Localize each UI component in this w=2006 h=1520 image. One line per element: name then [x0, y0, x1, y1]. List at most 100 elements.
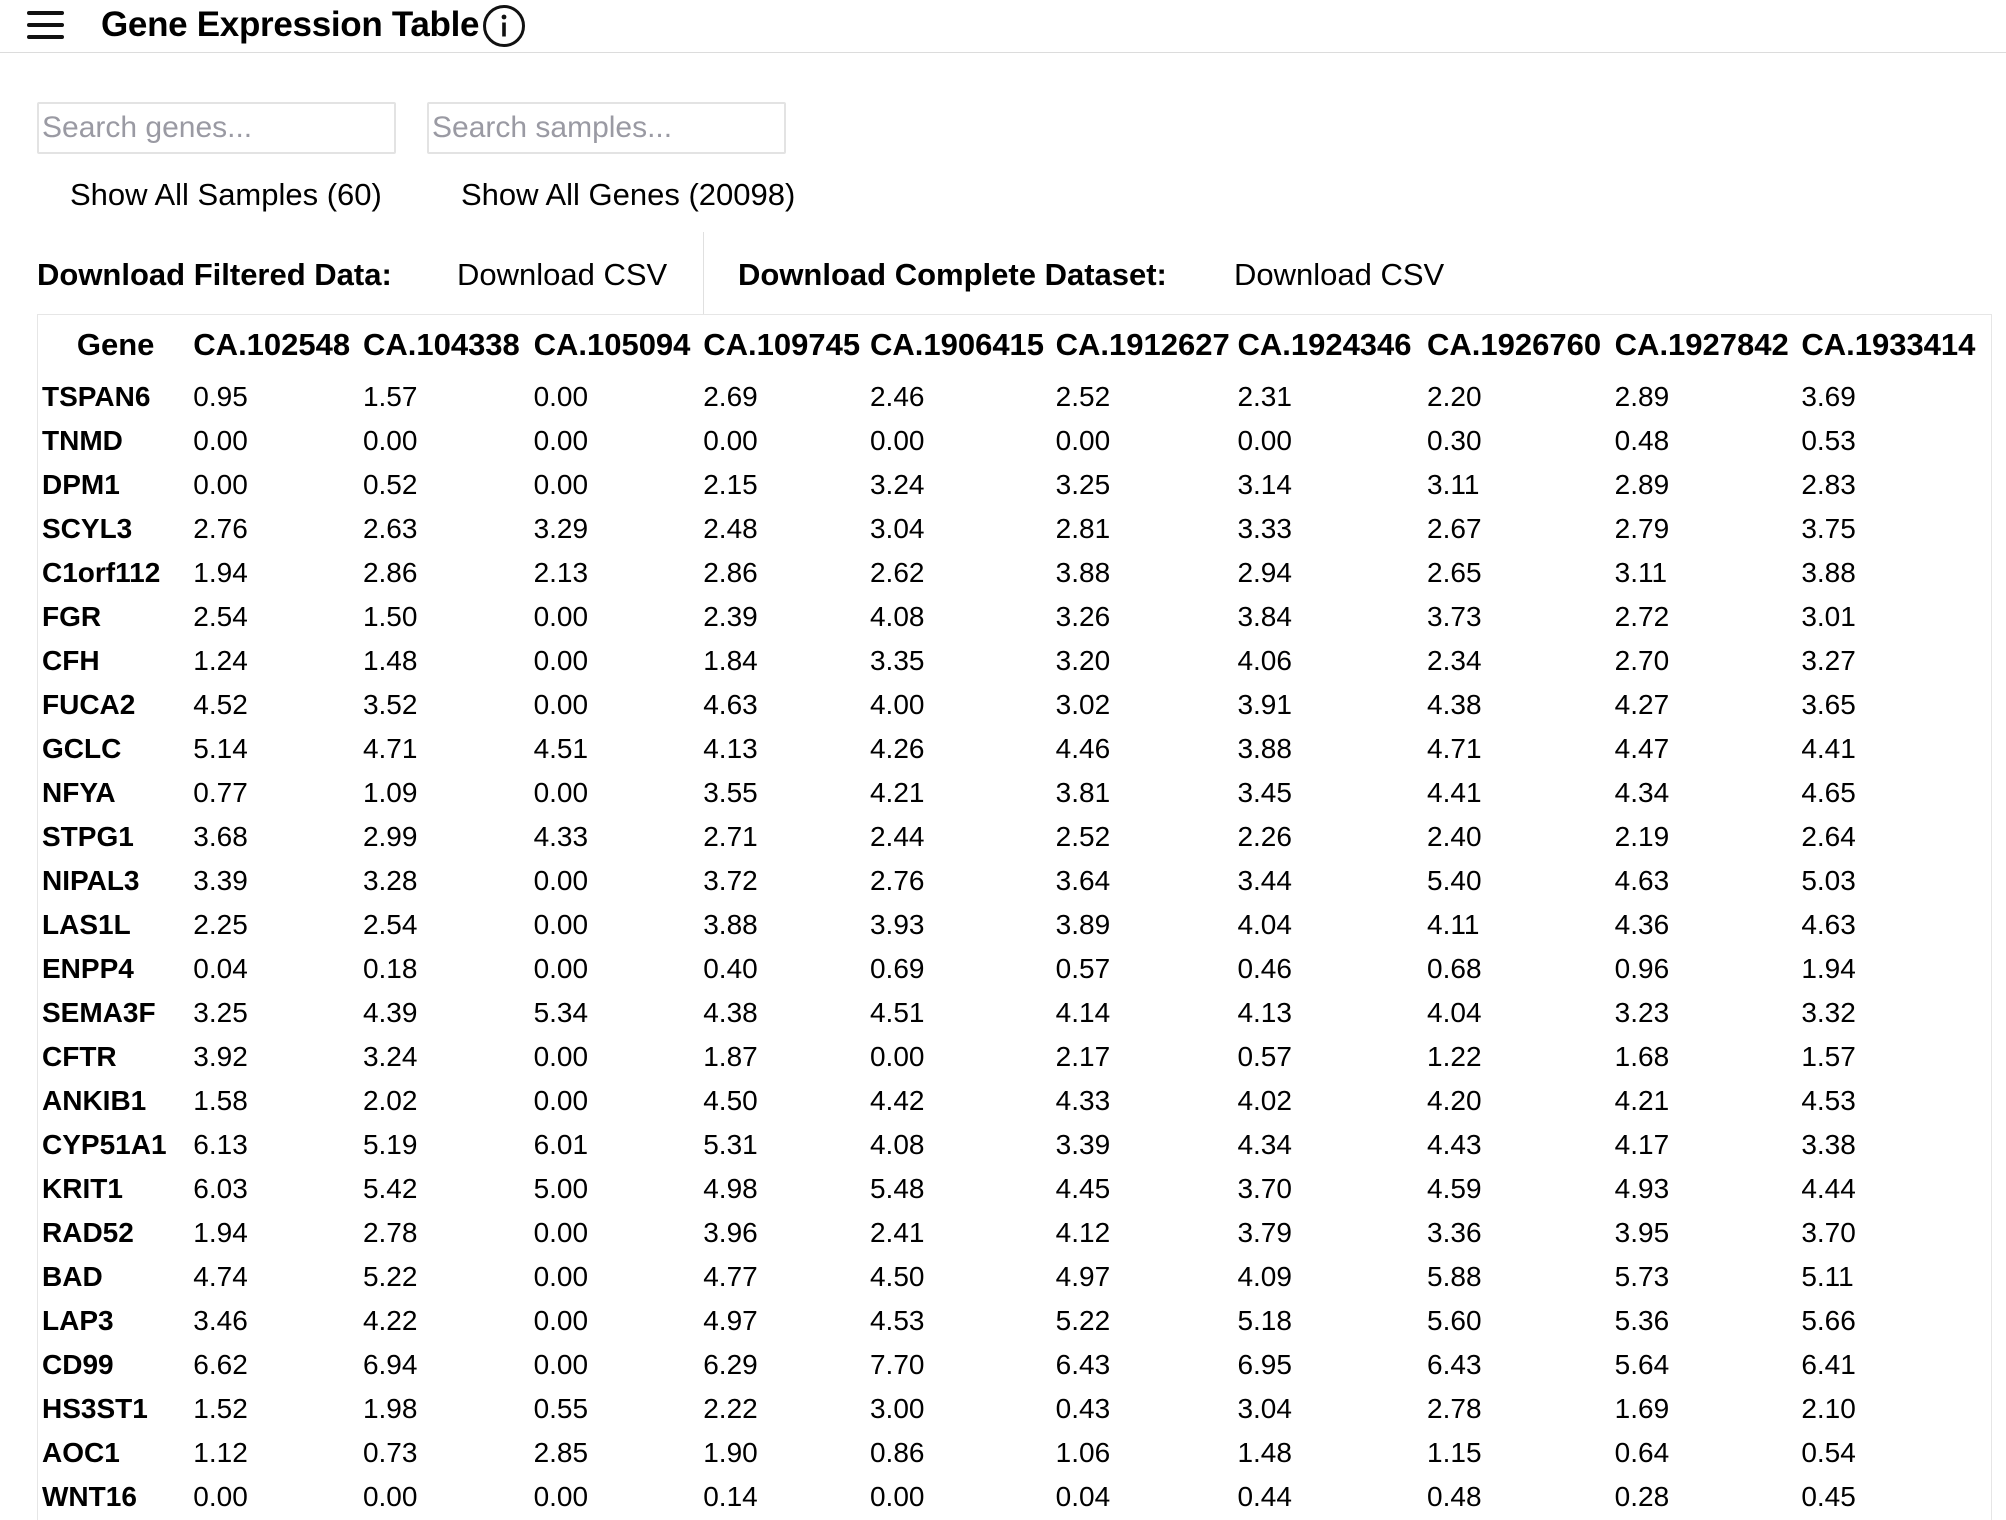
column-header-sample[interactable]: CA.1906415 — [869, 327, 1045, 362]
download-complete-csv-button[interactable]: Download CSV — [1234, 252, 1444, 298]
column-header-sample[interactable]: CA.1926760 — [1427, 327, 1602, 362]
expression-value-cell: 2.13 — [533, 557, 589, 588]
expression-table-container[interactable]: Gene CA.102548 CA.104338 CA.105094 CA.109745… — [37, 314, 1992, 1520]
expression-value-cell: 5.66 — [1801, 1305, 1856, 1336]
column-header-sample[interactable]: CA.109745 — [703, 327, 861, 362]
search-genes-input[interactable] — [37, 102, 396, 154]
expression-value-cell: 0.44 — [1237, 1481, 1292, 1512]
expression-value-cell: 0.00 — [533, 953, 589, 984]
expression-value-cell: 1.57 — [1801, 1041, 1856, 1072]
expression-value-cell: 4.42 — [869, 1085, 925, 1116]
expression-value-cell: 5.00 — [533, 1173, 589, 1204]
gene-name-cell: TSPAN6 — [42, 381, 151, 412]
expression-value-cell: 2.72 — [1614, 601, 1670, 632]
expression-value-cell: 3.64 — [1055, 865, 1111, 896]
column-header-sample[interactable]: CA.1927842 — [1614, 327, 1789, 362]
show-all-samples-button[interactable]: Show All Samples (60) — [70, 172, 382, 218]
table-row: CFTR 3.92 3.24 0.00 1.87 0.00 2.17 0.57 1.22 1.68… — [38, 1035, 1991, 1079]
expression-value-cell: 3.33 — [1237, 513, 1292, 544]
expression-value-cell: 3.73 — [1427, 601, 1482, 632]
expression-value-cell: 0.00 — [533, 381, 589, 412]
column-header-sample[interactable]: CA.1912627 — [1055, 327, 1230, 362]
table-row: TSPAN6 0.95 1.57 0.00 2.69 2.46 2.52 2.31 2.20 2.… — [38, 375, 1991, 419]
expression-value-cell: 4.04 — [1237, 909, 1292, 940]
expression-value-cell: 3.95 — [1614, 1217, 1670, 1248]
page-title: Gene Expression Table — [101, 5, 480, 44]
expression-value-cell: 0.86 — [869, 1437, 925, 1468]
expression-value-cell: 4.04 — [1427, 997, 1482, 1028]
expression-value-cell: 3.52 — [362, 689, 418, 720]
expression-value-cell: 2.94 — [1237, 557, 1292, 588]
expression-value-cell: 2.52 — [1055, 821, 1111, 852]
expression-value-cell: 2.86 — [703, 557, 758, 588]
expression-value-cell: 0.69 — [869, 953, 925, 984]
expression-value-cell: 3.93 — [869, 909, 925, 940]
table-row: CFH 1.24 1.48 0.00 1.84 3.35 3.20 4.06 2.34 2.70 3… — [38, 639, 1991, 683]
expression-value-cell: 3.96 — [703, 1217, 758, 1248]
expression-value-cell: 3.81 — [1055, 777, 1111, 808]
gene-name-cell: AOC1 — [42, 1437, 120, 1468]
expression-value-cell: 3.69 — [1801, 381, 1856, 412]
table-row: ENPP4 0.04 0.18 0.00 0.40 0.69 0.57 0.46 0.68 0.9… — [38, 947, 1991, 991]
expression-value-cell: 3.45 — [1237, 777, 1292, 808]
expression-value-cell: 0.00 — [533, 1305, 589, 1336]
expression-value-cell: 3.04 — [869, 513, 925, 544]
gene-name-cell: FUCA2 — [42, 689, 136, 720]
expression-value-cell: 2.31 — [1237, 381, 1292, 412]
expression-value-cell: 3.88 — [1237, 733, 1292, 764]
show-all-genes-button[interactable]: Show All Genes (20098) — [461, 172, 795, 218]
expression-value-cell: 4.11 — [1427, 909, 1480, 940]
column-header-sample[interactable]: CA.102548 — [193, 327, 351, 362]
table-row: NFYA 0.77 1.09 0.00 3.55 4.21 3.81 3.45 4.41 4.34… — [38, 771, 1991, 815]
expression-value-cell: 3.20 — [1055, 645, 1111, 676]
hamburger-menu-icon[interactable] — [27, 9, 64, 41]
expression-value-cell: 5.11 — [1801, 1261, 1854, 1292]
expression-value-cell: 5.60 — [1427, 1305, 1482, 1336]
expression-value-cell: 3.38 — [1801, 1129, 1856, 1160]
column-header-gene[interactable]: Gene — [76, 327, 155, 362]
expression-value-cell: 3.92 — [193, 1041, 248, 1072]
expression-value-cell: 1.48 — [1237, 1437, 1292, 1468]
gene-name-cell: GCLC — [42, 733, 122, 764]
expression-value-cell: 0.30 — [1427, 425, 1482, 456]
expression-value-cell: 4.65 — [1801, 777, 1856, 808]
table-row: KRIT1 6.03 5.42 5.00 4.98 5.48 4.45 3.70 4.59 4.9… — [38, 1167, 1991, 1211]
expression-value-cell: 3.70 — [1237, 1173, 1292, 1204]
download-filtered-csv-button[interactable]: Download CSV — [457, 252, 667, 298]
expression-value-cell: 0.00 — [193, 425, 248, 456]
expression-value-cell: 0.64 — [1614, 1437, 1670, 1468]
info-icon[interactable] — [482, 4, 526, 48]
gene-name-cell: NFYA — [42, 777, 116, 808]
expression-value-cell: 5.03 — [1801, 865, 1856, 896]
column-header-sample[interactable]: CA.105094 — [533, 327, 691, 362]
download-filtered-label: Download Filtered Data: — [37, 257, 392, 292]
expression-value-cell: 0.00 — [193, 469, 248, 500]
expression-value-cell: 4.06 — [1237, 645, 1292, 676]
expression-value-cell: 0.68 — [1427, 953, 1482, 984]
expression-value-cell: 6.41 — [1801, 1349, 1856, 1380]
expression-value-cell: 2.40 — [1427, 821, 1482, 852]
expression-value-cell: 2.52 — [1055, 381, 1111, 412]
column-header-sample[interactable]: CA.104338 — [362, 327, 520, 362]
expression-value-cell: 4.09 — [1237, 1261, 1292, 1292]
column-header-sample[interactable]: CA.1924346 — [1237, 327, 1412, 362]
gene-name-cell: KRIT1 — [42, 1173, 123, 1204]
expression-value-cell: 5.22 — [362, 1261, 418, 1292]
gene-name-cell: RAD52 — [42, 1217, 134, 1248]
table-row: AOC1 1.12 0.73 2.85 1.90 0.86 1.06 1.48 1.15 0.64… — [38, 1431, 1991, 1475]
expression-value-cell: 1.69 — [1614, 1393, 1670, 1424]
expression-value-cell: 1.15 — [1427, 1437, 1482, 1468]
expression-value-cell: 2.10 — [1801, 1393, 1856, 1424]
expression-value-cell: 0.48 — [1427, 1481, 1482, 1512]
expression-value-cell: 2.20 — [1427, 381, 1482, 412]
expression-value-cell: 0.00 — [533, 909, 589, 940]
search-samples-input[interactable] — [427, 102, 786, 154]
expression-value-cell: 5.64 — [1614, 1349, 1670, 1380]
expression-value-cell: 0.00 — [533, 1261, 589, 1292]
expression-value-cell: 2.39 — [703, 601, 758, 632]
expression-value-cell: 0.52 — [362, 469, 418, 500]
column-header-sample[interactable]: CA.1933414 — [1801, 327, 1976, 362]
expression-value-cell: 2.86 — [362, 557, 418, 588]
table-row: SCYL3 2.76 2.63 3.29 2.48 3.04 2.81 3.33 2.67 2.7… — [38, 507, 1991, 551]
expression-value-cell: 4.41 — [1427, 777, 1482, 808]
